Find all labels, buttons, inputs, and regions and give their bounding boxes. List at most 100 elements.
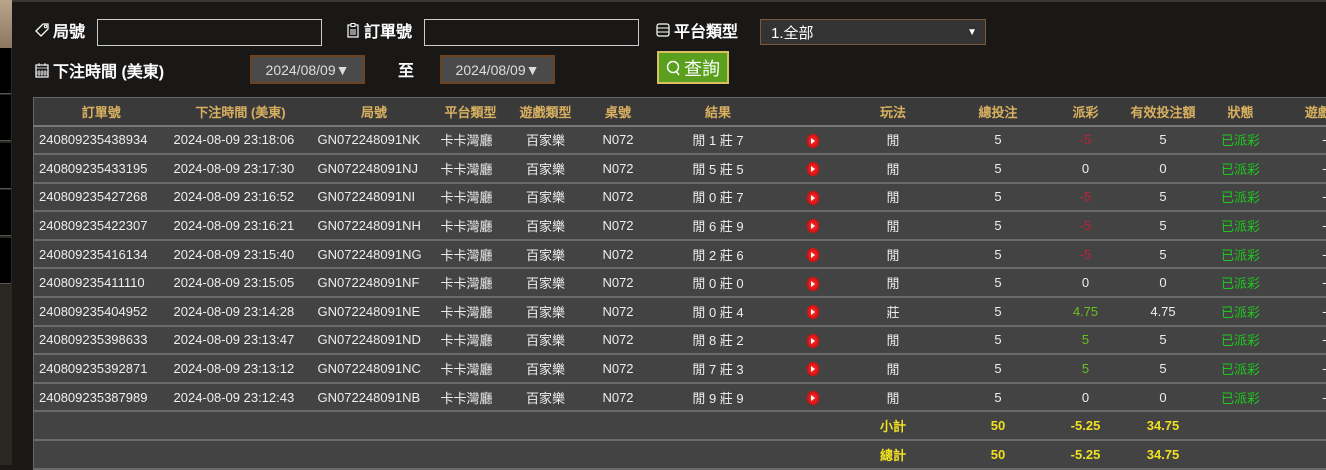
- column-header[interactable]: 平台類型: [436, 98, 506, 126]
- cell-icon[interactable]: [786, 297, 841, 326]
- play-video-icon[interactable]: [807, 134, 819, 148]
- subtotal-bet: 50: [946, 411, 1051, 440]
- play-video-icon[interactable]: [807, 391, 819, 405]
- chevron-down-icon: ▼: [967, 27, 977, 38]
- cell-order: 240809235387989: [34, 383, 169, 412]
- cell-game: 百家樂: [506, 268, 586, 297]
- cell-result: 閒 1 莊 7: [651, 126, 786, 155]
- cell-icon[interactable]: [786, 211, 841, 240]
- cell-extra: -: [1276, 297, 1326, 326]
- cell-bet: 5: [946, 297, 1051, 326]
- play-video-icon[interactable]: [807, 162, 819, 176]
- column-header[interactable]: 訂單號: [34, 98, 169, 126]
- cell-status: 已派彩: [1206, 211, 1276, 240]
- cell-payout: 4.75: [1051, 297, 1121, 326]
- column-header[interactable]: [786, 98, 841, 126]
- sidebar-item[interactable]: [0, 95, 11, 141]
- cell-order: 240809235433195: [34, 154, 169, 183]
- column-header[interactable]: 有效投注額: [1121, 98, 1206, 126]
- platform-select[interactable]: 1.全部▼: [760, 19, 986, 45]
- cell-status: 已派彩: [1206, 326, 1276, 355]
- column-header[interactable]: 結果: [651, 98, 786, 126]
- cell-platform: 卡卡灣廳: [436, 154, 506, 183]
- cell-game: 百家樂: [506, 240, 586, 269]
- empty-cell: [169, 440, 313, 469]
- column-header[interactable]: 局號: [313, 98, 436, 126]
- column-header[interactable]: 桌號: [586, 98, 651, 126]
- column-header[interactable]: 下注時間 (美東): [169, 98, 313, 126]
- total-valid: 34.75: [1121, 440, 1206, 469]
- cell-valid: 5: [1121, 183, 1206, 212]
- empty-cell: [313, 411, 436, 440]
- cell-game: 百家樂: [506, 326, 586, 355]
- cell-play: 閒: [841, 326, 946, 355]
- cell-platform: 卡卡灣廳: [436, 326, 506, 355]
- cell-platform: 卡卡灣廳: [436, 383, 506, 412]
- sidebar-active-tab[interactable]: [0, 0, 12, 48]
- cell-valid: 5: [1121, 211, 1206, 240]
- cell-icon[interactable]: [786, 126, 841, 155]
- total-label: 總計: [841, 440, 946, 469]
- play-video-icon[interactable]: [807, 277, 819, 291]
- play-video-icon[interactable]: [807, 219, 819, 233]
- table-header-row: 訂單號下注時間 (美東)局號平台類型遊戲類型桌號結果 玩法總投注派彩有效投注額狀態…: [34, 98, 1326, 126]
- sidebar-item[interactable]: [0, 190, 11, 236]
- cell-game: 百家樂: [506, 383, 586, 412]
- column-header[interactable]: 玩法: [841, 98, 946, 126]
- cell-time: 2024-08-09 23:15:40: [169, 240, 313, 269]
- play-video-icon[interactable]: [807, 248, 819, 262]
- empty-cell: [169, 411, 313, 440]
- column-header[interactable]: 總投注: [946, 98, 1051, 126]
- cell-table: N072: [586, 326, 651, 355]
- round-input[interactable]: [97, 19, 322, 46]
- column-header[interactable]: 派彩: [1051, 98, 1121, 126]
- cell-payout: -5: [1051, 126, 1121, 155]
- empty-cell: [506, 411, 586, 440]
- play-video-icon[interactable]: [807, 362, 819, 376]
- play-video-icon[interactable]: [807, 191, 819, 205]
- sidebar-item[interactable]: [0, 143, 11, 189]
- play-video-icon[interactable]: [807, 334, 819, 348]
- cell-result: 閒 7 莊 3: [651, 354, 786, 383]
- column-header[interactable]: 狀態: [1206, 98, 1276, 126]
- cell-payout: -5: [1051, 211, 1121, 240]
- order-input[interactable]: [424, 19, 639, 46]
- cell-icon[interactable]: [786, 354, 841, 383]
- cell-icon[interactable]: [786, 183, 841, 212]
- empty-cell: [1276, 440, 1326, 469]
- column-header[interactable]: 遊戲類型: [506, 98, 586, 126]
- cell-icon[interactable]: [786, 154, 841, 183]
- cell-platform: 卡卡灣廳: [436, 183, 506, 212]
- order-label: 訂單號: [345, 18, 412, 42]
- sidebar: [0, 0, 12, 465]
- empty-cell: [1206, 440, 1276, 469]
- cell-payout: 5: [1051, 354, 1121, 383]
- cell-round: GN072248091NJ: [313, 154, 436, 183]
- to-label: 至: [398, 57, 414, 81]
- cell-icon[interactable]: [786, 240, 841, 269]
- cell-icon[interactable]: [786, 268, 841, 297]
- cell-play: 閒: [841, 240, 946, 269]
- search-icon: [666, 59, 682, 77]
- cell-status: 已派彩: [1206, 126, 1276, 155]
- sidebar-item[interactable]: [0, 238, 11, 284]
- empty-cell: [436, 440, 506, 469]
- date-to-picker[interactable]: 2024/08/09▼: [440, 55, 555, 84]
- cell-time: 2024-08-09 23:16:21: [169, 211, 313, 240]
- cell-status: 已派彩: [1206, 354, 1276, 383]
- play-video-icon[interactable]: [807, 305, 819, 319]
- cell-order: 240809235416134: [34, 240, 169, 269]
- orders-table: 訂單號下注時間 (美東)局號平台類型遊戲類型桌號結果 玩法總投注派彩有效投注額狀態…: [33, 97, 1326, 470]
- cell-order: 240809235392871: [34, 354, 169, 383]
- sidebar-item[interactable]: [0, 48, 11, 94]
- cell-time: 2024-08-09 23:13:47: [169, 326, 313, 355]
- column-header[interactable]: 遊戲桌: [1276, 98, 1326, 126]
- cell-valid: 4.75: [1121, 297, 1206, 326]
- date-from-picker[interactable]: 2024/08/09▼: [250, 55, 365, 84]
- cell-icon[interactable]: [786, 326, 841, 355]
- query-button[interactable]: 查詢: [657, 51, 729, 84]
- cell-valid: 5: [1121, 326, 1206, 355]
- cell-icon[interactable]: [786, 383, 841, 412]
